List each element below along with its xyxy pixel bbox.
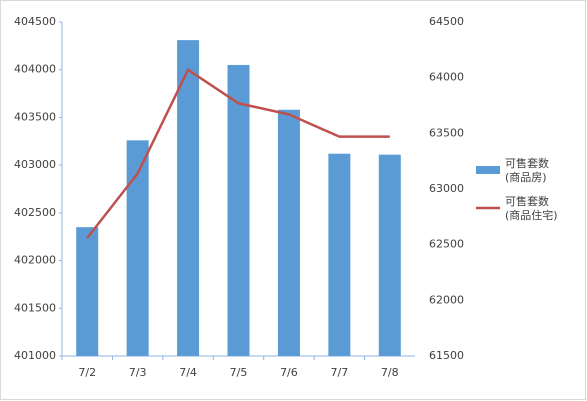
x-tick-label: 7/3 [129,366,147,379]
y-tick-label: 403000 [14,158,56,171]
y2-tick-label: 62000 [429,293,464,306]
bar [227,64,250,356]
y2-tick-label: 64000 [429,71,464,84]
bar [277,109,300,357]
y-tick-label: 404500 [14,15,56,28]
y-tick-label: 402000 [14,254,56,267]
x-tick-label: 7/7 [331,366,349,379]
x-tick-label: 7/8 [381,366,399,379]
y2-tick-label: 63000 [429,182,464,195]
bar [76,227,99,356]
x-tick-label: 7/6 [280,366,298,379]
y2-tick-label: 64500 [429,15,464,28]
line [86,68,390,239]
bar [328,153,351,356]
legend-label: 可售套数(商品房) [505,156,549,184]
x-tick-label: 7/4 [179,366,197,379]
x-tick-label: 7/5 [230,366,248,379]
legend-swatch [476,166,500,174]
bar [378,154,401,356]
bar [126,140,149,356]
y-tick-label: 402500 [14,206,56,219]
y2-tick-label: 63500 [429,126,464,139]
x-tick-label: 7/2 [78,366,96,379]
y-tick-label: 404000 [14,63,56,76]
bar [177,40,200,356]
y-tick-label: 401500 [14,301,56,314]
y2-tick-label: 62500 [429,238,464,251]
y-tick-label: 403500 [14,110,56,123]
legend-label: 可售套数(商品住宅) [505,194,558,222]
y2-tick-label: 61500 [429,349,464,362]
y-tick-label: 401000 [14,349,56,362]
